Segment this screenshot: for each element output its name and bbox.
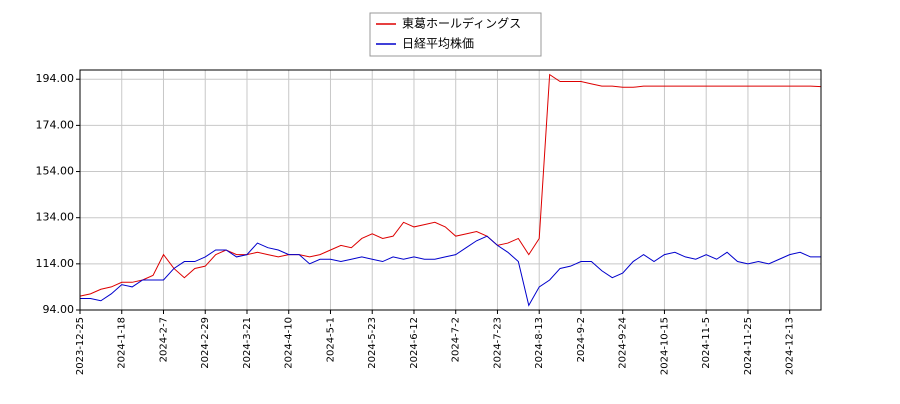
y-tick-label: 194.00 xyxy=(36,72,75,85)
x-tick-label: 2024-5-1 xyxy=(325,317,336,362)
series-line xyxy=(80,235,821,307)
x-tick-label: 2024-5-23 xyxy=(367,317,378,369)
y-tick-label: 154.00 xyxy=(36,165,75,178)
x-tick-label: 2024-3-21 xyxy=(242,317,253,369)
x-tick-label: 2024-9-24 xyxy=(618,317,629,369)
grid: 94.00 114.00 134.00 154.00 174.00 194.00 2023-… xyxy=(36,70,821,375)
x-tick-label: 2024-4-10 xyxy=(284,317,295,369)
legend-label: 日経平均株価 xyxy=(402,36,474,51)
x-tick-label: 2024-2-29 xyxy=(200,317,211,369)
plot-frame xyxy=(79,69,822,311)
x-tick-label: 2024-2-7 xyxy=(158,317,169,362)
y-tick-label: 114.00 xyxy=(36,257,75,270)
legend-label: 東葛ホールディングス xyxy=(402,16,521,31)
x-tick-label: 2024-9-2 xyxy=(576,317,587,362)
legend-box xyxy=(369,12,542,57)
x-tick-label: 2024-12-13 xyxy=(785,317,796,375)
x-tick-label: 2024-6-12 xyxy=(409,317,420,369)
x-tick-label: 2024-1-18 xyxy=(117,317,128,369)
x-tick-label: 2024-8-13 xyxy=(534,317,545,369)
y-tick-label: 94.00 xyxy=(43,303,75,316)
x-tick-label: 2024-7-23 xyxy=(492,317,503,369)
y-tick-label: 134.00 xyxy=(36,211,75,224)
x-tick-label: 2024-11-25 xyxy=(743,317,754,375)
y-tick-label: 174.00 xyxy=(36,118,75,131)
x-tick-label: 2024-7-2 xyxy=(451,317,462,362)
x-tick-label: 2024-11-5 xyxy=(701,317,712,369)
plot xyxy=(79,73,822,307)
x-tick-label: 2024-10-15 xyxy=(659,317,670,375)
series-line xyxy=(79,73,822,297)
x-tick-label: 2023-12-25 xyxy=(75,317,86,375)
